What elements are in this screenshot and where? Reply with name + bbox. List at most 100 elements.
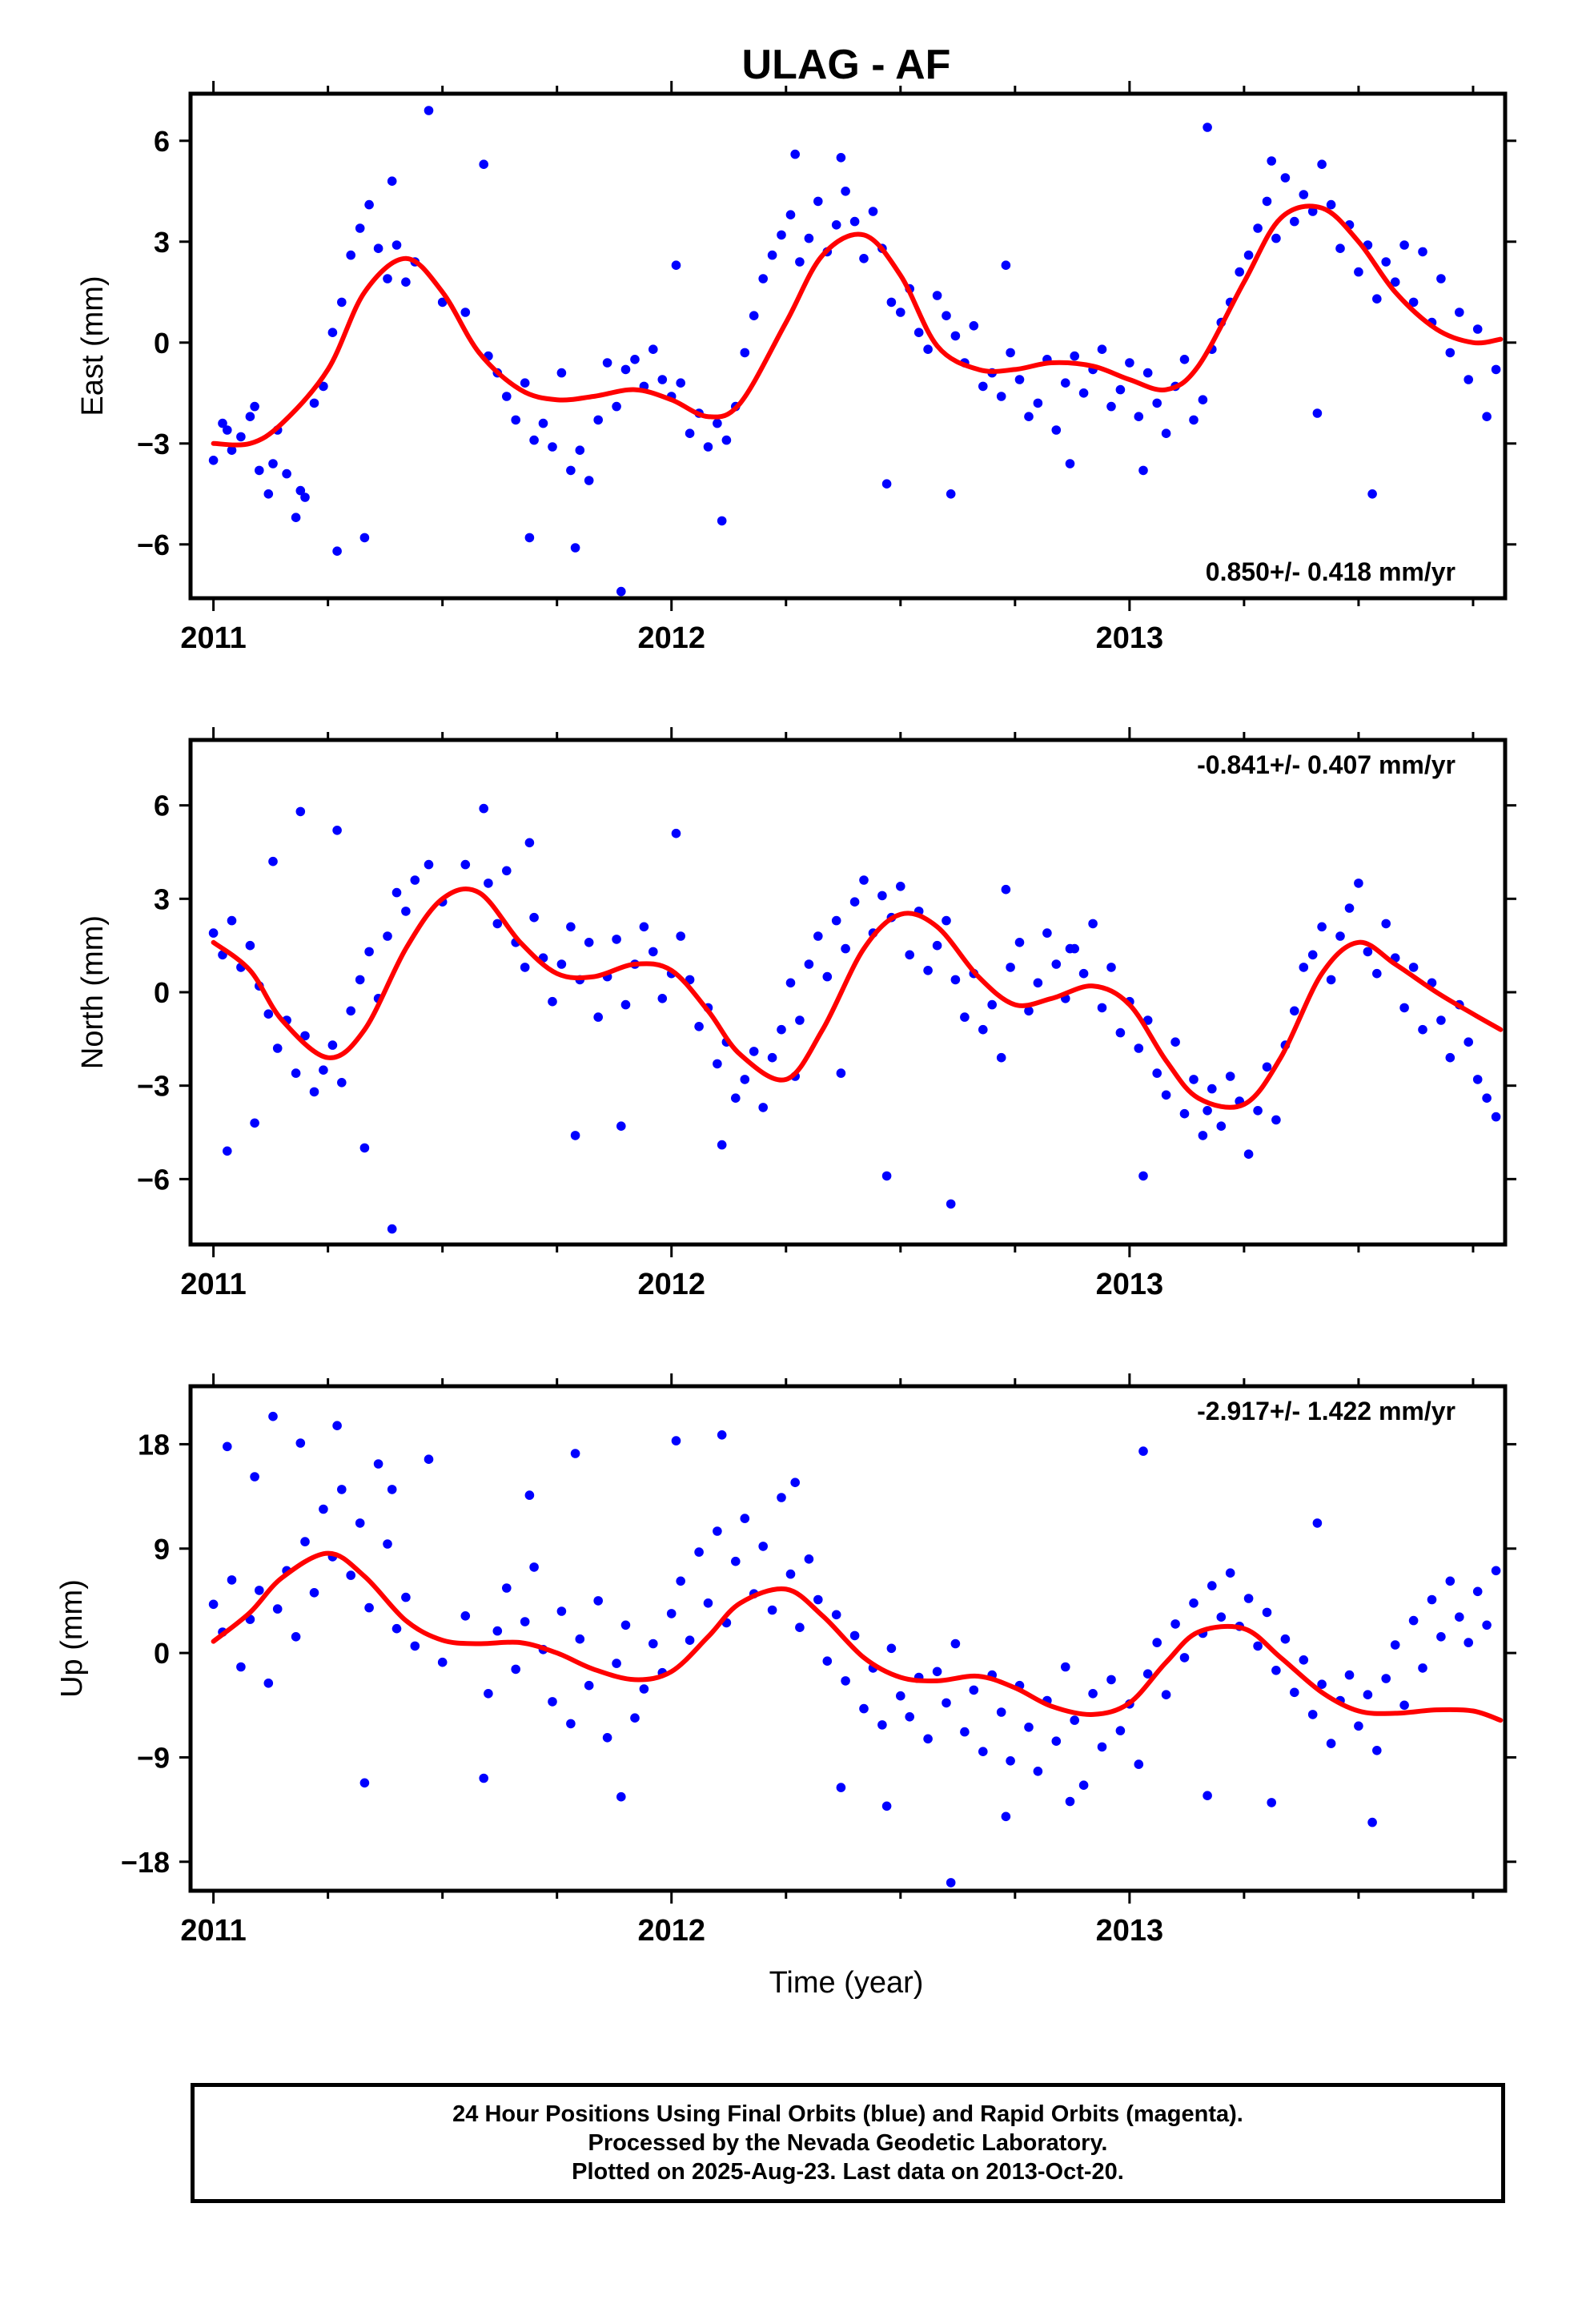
north-data-point [492, 919, 503, 929]
up-data-point [946, 1878, 956, 1888]
north-data-point [319, 1065, 328, 1075]
east-data-point [813, 196, 823, 207]
north-data-point [896, 882, 905, 891]
east-data-point [295, 485, 306, 496]
east-points [208, 106, 1501, 597]
up-data-point [387, 1485, 397, 1494]
up-data-point [1203, 1791, 1212, 1800]
up-data-point [223, 1441, 232, 1452]
up-data-point [648, 1638, 658, 1649]
up-data-point [777, 1493, 786, 1502]
up-data-point [996, 1707, 1006, 1717]
north-x-tick-label: 2011 [180, 1268, 246, 1301]
east-data-point [548, 442, 557, 452]
north-data-point [364, 947, 374, 957]
north-data-point [694, 1022, 704, 1031]
north-data-point [1381, 919, 1391, 929]
up-data-point [859, 1703, 869, 1714]
north-data-point [1487, 0, 1496, 5]
up-data-point [822, 1656, 833, 1666]
up-data-point [1390, 1640, 1400, 1650]
north-data-point [648, 947, 658, 957]
up-data-point [255, 1586, 264, 1595]
east-data-point [460, 308, 471, 317]
north-data-point [263, 1009, 274, 1019]
east-data-point [291, 513, 301, 522]
north-data-point [1464, 1037, 1473, 1047]
north-data-point [1115, 1027, 1126, 1038]
up-data-point [881, 1801, 892, 1811]
up-y-axis-label: Up (mm) [55, 1579, 89, 1698]
north-data-point [391, 887, 402, 898]
north-data-point [1290, 1006, 1299, 1016]
north-data-point [1051, 959, 1062, 969]
east-data-point [923, 344, 933, 355]
up-data-point [685, 1635, 695, 1645]
north-data-point [1097, 1003, 1107, 1013]
north-data-point [859, 875, 869, 885]
north-data-point [1138, 1171, 1148, 1181]
north-data-point [749, 1047, 759, 1056]
up-data-point [410, 1641, 420, 1651]
up-data-point [905, 1712, 914, 1722]
up-data-point [639, 1684, 649, 1694]
north-data-point [1482, 1093, 1492, 1103]
east-data-point [520, 378, 530, 388]
north-data-point [268, 856, 278, 866]
north-rate-label: -0.841+/- 0.407 mm/yr [1197, 750, 1456, 779]
up-data-point [666, 1609, 677, 1618]
up-data-point [391, 1623, 402, 1634]
north-data-point [946, 1199, 956, 1209]
up-data-point [1001, 1811, 1011, 1822]
north-data-point [1106, 963, 1116, 972]
north-data-point [1344, 903, 1355, 913]
east-data-point [1326, 199, 1336, 210]
up-data-point [1363, 1690, 1373, 1699]
north-data-point [785, 978, 796, 988]
east-data-point [602, 358, 612, 368]
up-data-point [268, 1411, 278, 1421]
east-data-point [511, 415, 520, 425]
north-y-tick-label: −6 [137, 1163, 170, 1196]
east-data-point [437, 297, 448, 308]
up-data-point [1381, 1674, 1391, 1683]
up-data-point [1216, 1612, 1227, 1622]
up-data-point [575, 1634, 585, 1644]
up-data-point [346, 1570, 356, 1580]
up-y-tick-label: 18 [138, 1428, 170, 1461]
north-data-point [1267, 0, 1276, 5]
east-data-point [620, 364, 631, 375]
east-y-tick-label: −6 [137, 529, 170, 561]
up-data-point [795, 1622, 805, 1632]
up-data-point [1179, 1653, 1190, 1663]
east-data-point [932, 291, 942, 300]
up-data-point [401, 1592, 411, 1602]
east-data-point [1367, 489, 1377, 499]
east-data-point [942, 311, 951, 321]
east-data-point [1198, 395, 1208, 405]
up-data-point [263, 1679, 274, 1688]
north-data-point [1313, 0, 1323, 5]
up-data-point [437, 1657, 448, 1667]
up-data-point [332, 1421, 342, 1430]
north-data-point [996, 1052, 1006, 1063]
up-data-point [1482, 1620, 1492, 1630]
north-data-point [932, 940, 942, 951]
up-data-point [309, 1588, 319, 1598]
up-data-point [877, 1720, 887, 1730]
east-panel: −6 −3 0 3 6 2011 2012 2013 East (mm) 0.850+/- 0.4… [76, 81, 1516, 655]
east-data-point [1065, 459, 1075, 468]
north-data-point [1326, 975, 1336, 985]
up-data-point [620, 1620, 631, 1630]
north-data-point [223, 1146, 232, 1156]
north-data-point [1161, 1090, 1171, 1100]
up-data-point [1207, 1581, 1217, 1590]
north-x-tick-label: 2013 [1096, 1268, 1164, 1301]
north-data-point [593, 1012, 603, 1022]
east-data-point [1097, 344, 1107, 355]
east-data-point [657, 375, 668, 384]
north-data-point [208, 928, 219, 938]
east-data-point [795, 257, 805, 267]
up-data-point [1271, 1666, 1281, 1675]
east-data-point [327, 328, 338, 338]
